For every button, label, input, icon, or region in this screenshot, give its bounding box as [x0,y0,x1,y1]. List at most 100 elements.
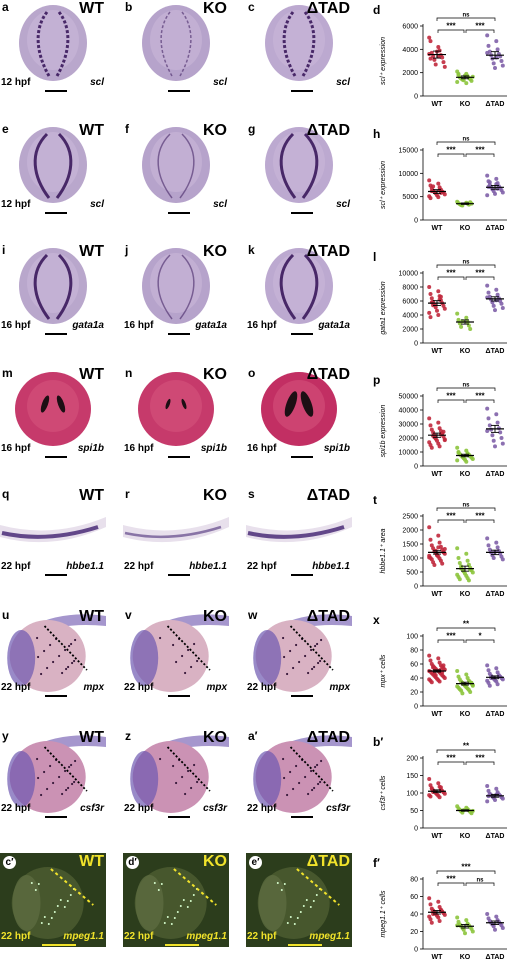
stained-cell-dot [67,665,70,669]
genotype-label: KO [203,853,227,870]
data-point [428,315,433,320]
gene-label: scl [336,77,350,88]
data-point [442,438,447,443]
data-point [494,914,499,919]
genotype-label: WT [79,487,104,504]
embryo-image [7,614,106,692]
scale-bar [291,333,313,335]
data-point [489,427,494,432]
gene-label: spi1b [323,443,350,454]
chart-svg: p 0 10000 20000 30000 40000 50000 spi1b express… [373,373,507,478]
gene-label: mpeg1.1 [63,931,104,942]
fluorescent-cell-dot [309,906,312,908]
x-tick-label: ΔTAD [486,833,505,840]
significance-label: *** [461,863,471,872]
stained-cell-dot [159,757,162,761]
fluorescent-cell-dot [189,900,192,902]
data-point [440,561,445,566]
stained-cell-dot [314,765,317,769]
embryo-image [253,735,352,813]
embryo-image [130,614,229,692]
dot-plot-chart: h 0 5000 10000 15000 scl⁺ expression WT KO ΔTAD *… [369,124,519,236]
embryo-panel: f KO scl [123,122,229,215]
data-point [456,450,461,455]
embryo-highlight [27,380,79,432]
scale-bar [168,333,190,335]
stage-label: 16 hpf [1,320,31,331]
scale-bar [168,212,190,214]
gene-label: csf3r [80,803,104,814]
fluorescent-cell-dot [293,923,296,925]
embryo-panel: w ΔTAD 22 hpf mpx [246,608,352,698]
embryo-highlight [150,10,202,70]
stained-cell-dot [159,636,162,640]
data-point [428,794,433,799]
stained-cell-dot [313,665,316,669]
panel-letter: f [125,122,129,136]
expression-stripe-left [33,132,51,199]
scale-bar [291,90,313,92]
data-point [427,285,432,289]
stained-cell-dot [40,672,43,676]
stained-cell-dot [320,638,323,642]
data-point [485,283,490,288]
gene-label: mpeg1.1 [186,931,227,942]
embryo-head [7,751,36,807]
data-point [494,540,499,545]
fluorescent-cell-dot [305,899,308,901]
stained-cell-dot [64,769,67,773]
data-point [457,577,462,582]
y-tick-label: 8000 [402,285,418,292]
x-tick-label: KO [460,954,471,961]
x-tick-label: ΔTAD [486,591,505,598]
x-tick-label: WT [432,591,444,598]
embryo-highlight [273,10,325,70]
stage-label: 16 hpf [247,443,277,454]
data-point [455,669,460,673]
significance-label: ns [476,878,484,884]
fluorescent-cell-dot [56,905,59,907]
data-point [494,786,499,791]
y-axis-label: spi1b expression [380,405,387,458]
fluorescent-cell-dot [166,916,169,918]
stained-cell-dot [319,780,322,784]
stained-cell-dot [320,759,323,763]
significance-label: ** [463,742,470,751]
fluorescent-cell-dot [312,900,315,902]
genotype-label: KO [203,487,227,504]
stained-cell-dot [58,775,61,779]
data-point [468,690,473,694]
scale-bar [165,944,199,946]
fluorescent-cell-dot [286,922,289,924]
data-point [432,57,437,62]
data-point [486,43,491,48]
data-point [440,55,445,60]
data-point [428,537,433,542]
genotype-label: WT [79,853,104,870]
embryo-panel: m WT 16 hpf spi1b [0,366,106,459]
embryo-head [258,875,287,931]
data-point [427,416,432,421]
data-point [490,433,495,438]
embryo-image [142,5,210,81]
panel-letter: b′ [373,735,383,749]
embryo-image [265,5,333,81]
stained-cell-dot [187,769,190,773]
expression-stripe-left [33,253,51,320]
y-tick-label: 20 [410,929,418,936]
stained-cell-dot [289,649,292,653]
chart-svg: d 0 2000 4000 6000 scl⁺ expression WT KO ΔTAD ***… [373,3,507,108]
stained-cell-dot [286,793,289,797]
chart-svg: h 0 5000 10000 15000 scl⁺ expression WT KO ΔTAD *… [373,127,507,232]
stained-cell-dot [52,781,55,785]
embryo-highlight [150,253,202,313]
data-point [437,795,442,800]
scale-bar [45,212,67,214]
fluorescent-cell-dot [299,911,302,913]
x-tick-label: ΔTAD [486,471,505,478]
y-tick-label: 2000 [402,70,418,77]
data-point [436,781,441,786]
embryo-panel: i WT 16 hpf gata1a [0,243,106,336]
